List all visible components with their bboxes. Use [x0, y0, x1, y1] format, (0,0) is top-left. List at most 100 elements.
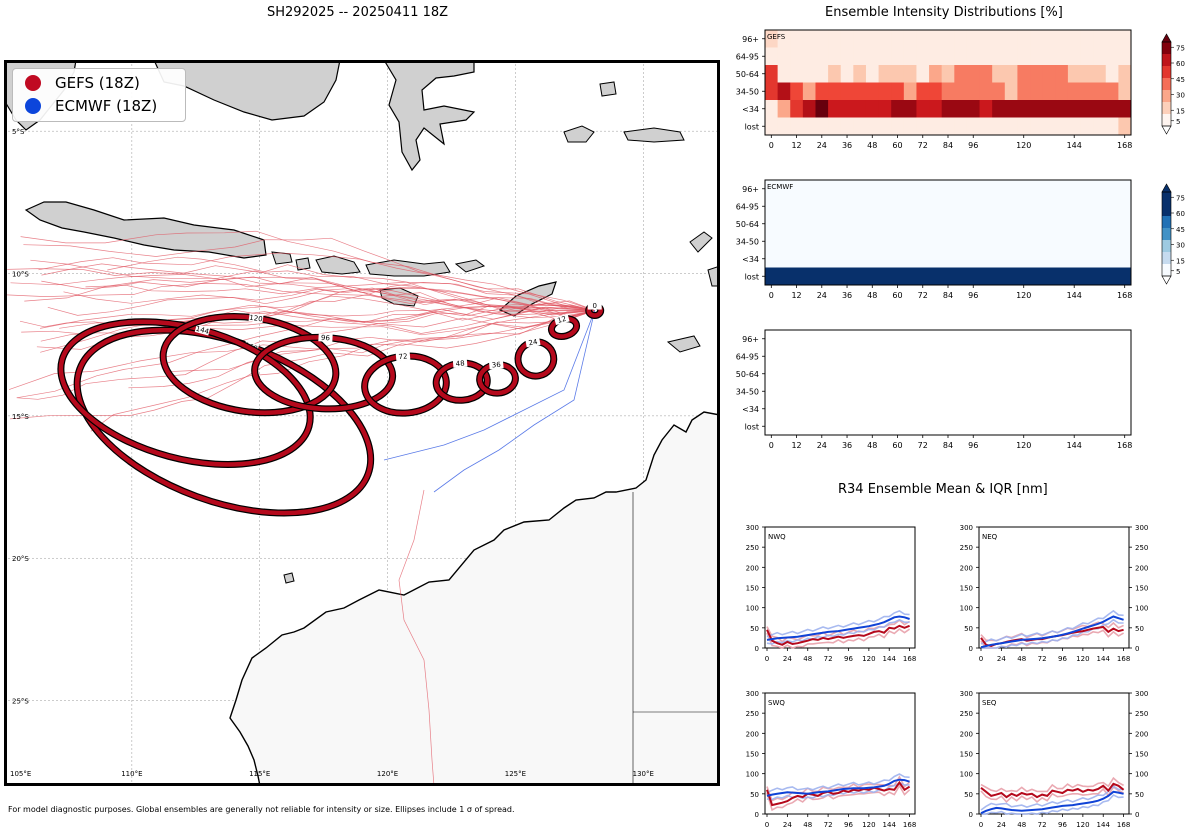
heatmap-xtick-label: 120 [1016, 441, 1031, 450]
ellipse-group: 120 [159, 313, 340, 417]
r34-ecmwf-mean-line [766, 778, 910, 797]
heatmap-cell [1030, 47, 1044, 66]
colorbar-segment [1162, 264, 1171, 277]
heatmap-ytick-label: 96+ [742, 335, 759, 344]
heatmap-cell [1093, 82, 1107, 101]
heatmap-cell [1118, 30, 1132, 48]
heatmap-cell [790, 47, 804, 66]
heatmap-cell [815, 100, 829, 118]
lat-label: 20°S [12, 555, 29, 563]
r34-xtick-label: 120 [1076, 821, 1089, 829]
heatmap-ytick-label: <34 [742, 405, 759, 414]
r34-iqr-lower [766, 618, 910, 645]
heatmap-xtick-label: 0 [769, 291, 774, 300]
heatmap-cell [765, 30, 779, 48]
ellipse-group: 12 [547, 313, 581, 341]
colorbar-tick-label: 45 [1176, 76, 1185, 84]
heatmap-xtick-label: 12 [791, 441, 801, 450]
r34-ytick-label: 150 [1135, 751, 1148, 759]
r34-ytick-label: 50 [750, 625, 759, 633]
heatmap-cell [1105, 47, 1119, 66]
ellipse-group: 36 [476, 360, 519, 397]
gefs-member-track [38, 252, 595, 311]
r34-xtick-label: 0 [765, 655, 769, 663]
heatmap-xtick-label: 84 [943, 291, 953, 300]
heatmap-cell [1105, 82, 1119, 101]
r34-iqr-upper [766, 609, 910, 638]
heatmap-row [765, 215, 1131, 233]
r34-panel-title: SEQ [982, 699, 997, 707]
heatmap-cell [916, 65, 930, 83]
colorbar-tick-label: 75 [1176, 44, 1185, 52]
legend-item-gefs: GEFS (18Z) [25, 72, 140, 94]
r34-ytick-label: 250 [746, 710, 759, 718]
r34-panel: SEQ 0 24 48 72 96 120 144 168 0 50 100 150 200 250 300 0… [960, 690, 1149, 829]
heatmap-xtick-label: 48 [867, 141, 877, 150]
r34-iqr-upper [980, 609, 1124, 645]
heatmap-cell [1093, 100, 1107, 118]
heatmap-cell [966, 30, 981, 48]
r34-xtick-label: 72 [824, 821, 833, 829]
heatmap-cell [802, 82, 816, 101]
colorbar-segment [1162, 252, 1171, 265]
land-java [24, 201, 267, 259]
colorbar-tick-label: 30 [1176, 242, 1185, 250]
heatmap-cell [1093, 117, 1107, 136]
gefs-member-track [398, 489, 435, 786]
heatmap-cell [992, 47, 1006, 66]
legend: GEFS (18Z) ECMWF (18Z) [12, 68, 186, 122]
map-axis-labels: 5°S 10°S 15°S 20°S 25°S 105°E 110°E 115°E 120°E 1… [10, 128, 654, 778]
r34-iqr-lower [766, 628, 911, 649]
heatmap-cell [1105, 65, 1119, 83]
heatmap-cell [1042, 47, 1056, 66]
heatmap-cell [1055, 100, 1069, 118]
heatmap-cell [1042, 30, 1056, 48]
heatmap-cell [1004, 82, 1018, 101]
heatmap-cell [1080, 100, 1094, 118]
heatmap-xtick-label: 120 [1016, 141, 1031, 150]
colorbar: 5 15 30 45 60 75 [1161, 183, 1185, 285]
r34-xtick-label: 144 [1097, 821, 1111, 829]
footnote: For model diagnostic purposes. Global en… [8, 805, 515, 814]
r34-ytick-label: 100 [960, 771, 973, 779]
gefs-member-track [107, 256, 595, 312]
ellipse-hour-label: 12 [557, 315, 568, 325]
heatmap-cell [840, 30, 854, 48]
ellipse-hour-label: 24 [528, 338, 539, 348]
r34-panel: NWQ 0 24 48 72 96 120 144 168 0 50 100 150 200 250 300 [746, 524, 917, 663]
heatmap-xtick-label: 0 [769, 441, 774, 450]
heatmap-cell [790, 117, 804, 136]
heatmap-cell [1004, 100, 1018, 118]
r34-ytick-label: 300 [960, 690, 973, 698]
colorbar-segment [1162, 54, 1171, 67]
main-title: SH292025 -- 20250411 18Z [267, 5, 449, 20]
lat-label: 25°S [12, 698, 29, 706]
ellipse-group: 24 [514, 336, 558, 380]
gefs-member-track [20, 230, 595, 311]
heatmap-cell [865, 82, 880, 101]
heatmap-xtick-label: 60 [892, 291, 902, 300]
heatmap-cell [1067, 65, 1082, 83]
heatmap-cell [903, 100, 917, 118]
heatmap-cell [1105, 100, 1119, 118]
heatmap-ytick-label: lost [745, 272, 759, 281]
gefs-member-track [47, 287, 595, 316]
heatmap-cell [1067, 100, 1082, 118]
r34-xtick-label: 24 [783, 655, 792, 663]
heatmap-ytick-label: lost [745, 122, 759, 131]
heatmap-cell [1004, 65, 1018, 83]
heatmap-cell [777, 65, 791, 83]
heatmap-cell [777, 30, 791, 48]
heatmap-cell [853, 117, 867, 136]
r34-ytick-label: 50 [750, 791, 759, 799]
r34-ytick-label: 200 [1135, 564, 1148, 572]
heatmap-cell [765, 117, 779, 136]
heatmap-cell [878, 65, 892, 83]
heatmap-cell [1118, 117, 1132, 136]
r34-panel-title: SWQ [768, 699, 785, 707]
r34-panel-title: NEQ [982, 533, 998, 541]
heatmap-cell [1055, 65, 1069, 83]
heatmap-cell [941, 65, 955, 83]
heatmap-ytick-label: 34-50 [736, 387, 759, 396]
heatmap-xtick-label: 96 [968, 291, 978, 300]
